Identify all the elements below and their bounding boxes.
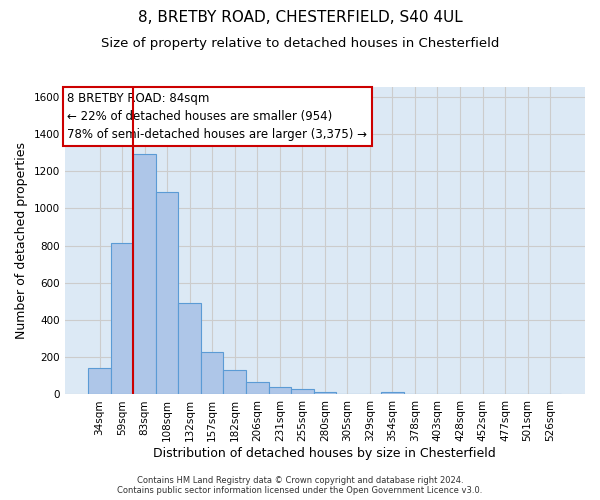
Bar (291, 390, 314, 394)
Y-axis label: Number of detached properties: Number of detached properties (15, 142, 28, 340)
Text: Contains HM Land Registry data © Crown copyright and database right 2024.
Contai: Contains HM Land Registry data © Crown c… (118, 476, 482, 495)
Bar (246, 382, 269, 394)
Bar (111, 243, 133, 394)
Text: 8 BRETBY ROAD: 84sqm
← 22% of detached houses are smaller (954)
78% of semi-deta: 8 BRETBY ROAD: 84sqm ← 22% of detached h… (67, 92, 367, 141)
Bar (269, 387, 291, 394)
X-axis label: Distribution of detached houses by size in Chesterfield: Distribution of detached houses by size … (154, 447, 496, 460)
Bar (88, 368, 111, 394)
Bar (314, 392, 336, 394)
Text: 8, BRETBY ROAD, CHESTERFIELD, S40 4UL: 8, BRETBY ROAD, CHESTERFIELD, S40 4UL (137, 10, 463, 25)
Bar (156, 192, 178, 394)
Bar (223, 370, 246, 394)
Bar (381, 392, 404, 394)
Bar (178, 302, 201, 394)
Bar (201, 352, 223, 395)
Bar (133, 154, 156, 394)
Text: Size of property relative to detached houses in Chesterfield: Size of property relative to detached ho… (101, 38, 499, 51)
